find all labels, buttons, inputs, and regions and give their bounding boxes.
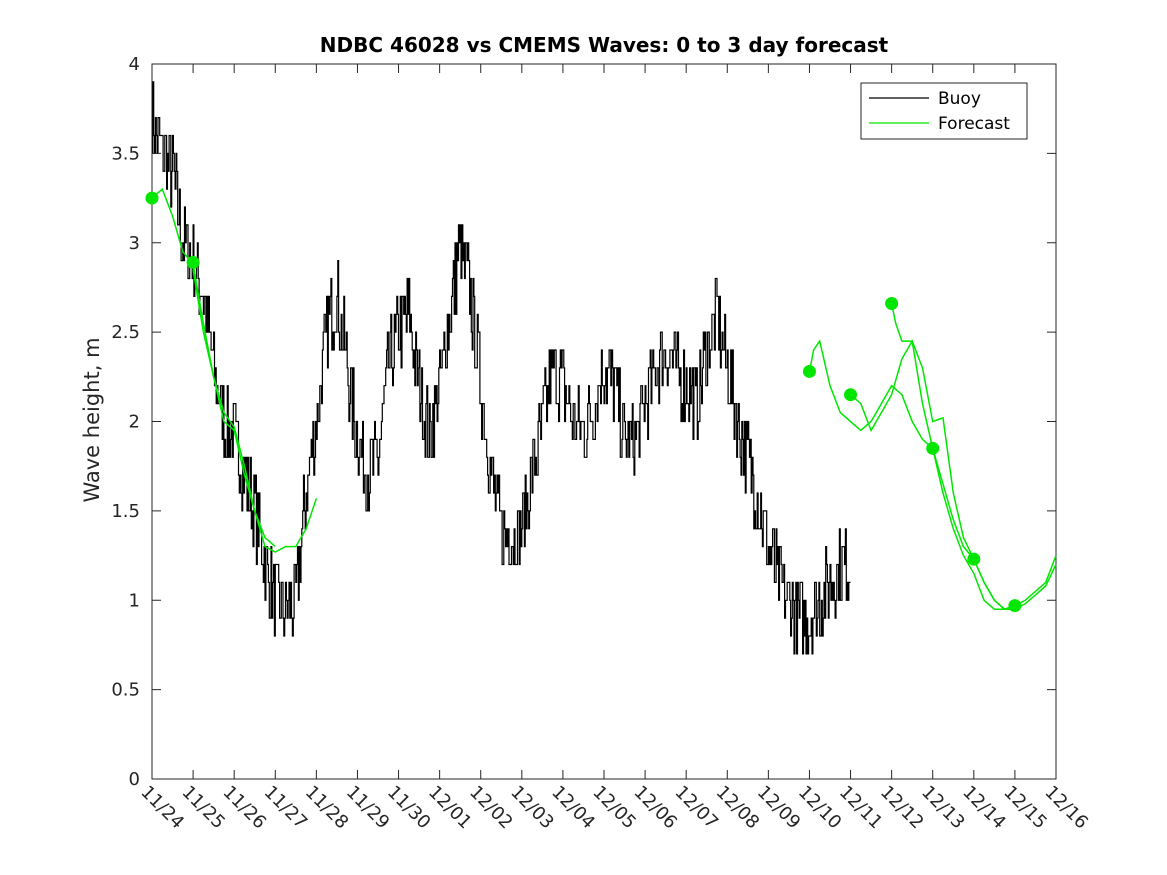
legend-box: [860, 82, 1028, 140]
x-tick-label: 12/05: [588, 782, 640, 834]
forecast-series-line: [192, 269, 276, 548]
x-tick-label: 12/03: [506, 782, 558, 834]
forecast-series-line: [151, 187, 318, 553]
y-tick-label: 4: [129, 54, 140, 75]
forecast-series-line: [808, 339, 934, 449]
plot-frame: [151, 63, 1057, 780]
legend-entry: Buoy: [938, 89, 981, 109]
buoy-series-line: [152, 81, 851, 655]
forecast-initial-point: [145, 191, 159, 205]
forecast-initial-point: [186, 255, 200, 269]
y-tick-label: 1: [129, 590, 140, 611]
x-tick-label: 11/27: [260, 782, 312, 834]
x-tick-label: 12/15: [999, 782, 1051, 834]
data-layer: [145, 81, 1057, 655]
forecast-initial-point: [802, 364, 816, 378]
y-tick-label: 2.5: [111, 322, 140, 343]
x-tick-label: 11/29: [342, 782, 394, 834]
x-tick-label: 12/13: [917, 782, 969, 834]
y-axis-label: Wave height, m: [80, 337, 104, 502]
x-tick-label: 12/10: [794, 782, 846, 834]
x-tick-label: 12/11: [835, 782, 887, 834]
x-tick-label: 11/25: [178, 782, 230, 834]
x-tick-label: 12/09: [753, 782, 805, 834]
chart-title: NDBC 46028 vs CMEMS Waves: 0 to 3 day fo…: [320, 33, 889, 57]
x-tick-label: 11/26: [219, 782, 271, 834]
x-tick-label: 12/01: [424, 782, 476, 834]
x-tick-label: 11/28: [301, 782, 353, 834]
x-tick-label: 12/06: [630, 782, 682, 834]
legend-entry: Forecast: [938, 114, 1010, 134]
y-tick-label: 0: [129, 769, 140, 790]
x-tick-label: 11/24: [136, 782, 188, 834]
forecast-initial-point: [926, 441, 940, 455]
x-tick-label: 11/30: [383, 782, 435, 834]
y-tick-label: 0.5: [111, 680, 140, 701]
plot-area: [151, 63, 1057, 780]
legend: Buoy Forecast: [860, 82, 1028, 140]
y-tick-label: 2: [129, 412, 140, 433]
forecast-initial-point: [967, 552, 981, 566]
x-tick-label: 12/08: [712, 782, 764, 834]
forecast-initial-point: [844, 388, 858, 402]
y-tick-label: 1.5: [111, 501, 140, 522]
x-tick-label: 12/02: [465, 782, 517, 834]
x-tick-label: 12/14: [958, 782, 1010, 834]
x-tick-label: 12/12: [876, 782, 928, 834]
x-tick-label: 12/16: [1040, 782, 1092, 834]
forecast-series-line: [890, 303, 1016, 610]
forecast-initial-point: [1008, 599, 1022, 613]
x-tick-label: 12/07: [671, 782, 723, 834]
forecast-initial-point: [885, 297, 899, 311]
x-tick-label: 12/04: [547, 782, 599, 834]
y-tick-label: 3: [129, 233, 140, 254]
y-tick-label: 3.5: [111, 143, 140, 164]
